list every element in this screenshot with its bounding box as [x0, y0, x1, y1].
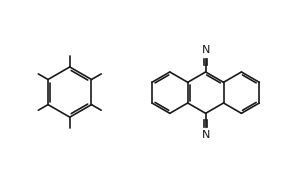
Text: N: N — [202, 45, 210, 55]
Text: N: N — [202, 130, 210, 140]
